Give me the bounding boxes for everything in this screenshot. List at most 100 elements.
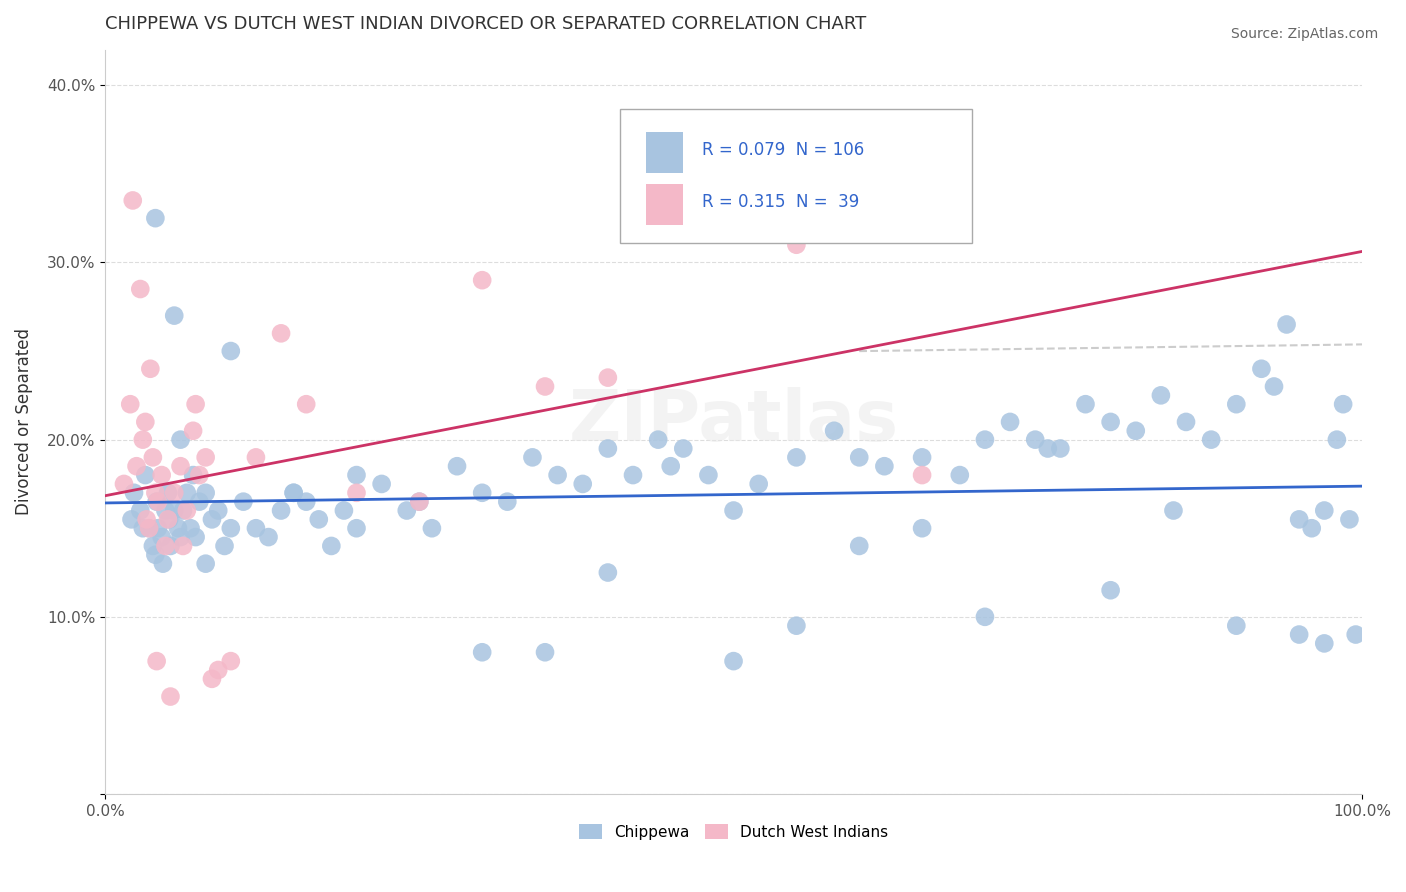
- Point: [697, 468, 720, 483]
- Point: [232, 494, 254, 508]
- Point: [145, 494, 167, 508]
- Point: [346, 485, 368, 500]
- Point: [1339, 512, 1361, 526]
- Point: [1099, 583, 1122, 598]
- Point: [181, 468, 204, 483]
- Point: [150, 530, 173, 544]
- Point: [155, 503, 177, 517]
- Point: [163, 503, 186, 517]
- Point: [785, 450, 807, 465]
- Point: [139, 361, 162, 376]
- Point: [188, 494, 211, 508]
- Point: [408, 494, 430, 508]
- Point: [155, 539, 177, 553]
- Point: [1313, 636, 1336, 650]
- Point: [219, 654, 242, 668]
- Point: [172, 539, 194, 553]
- Point: [1313, 503, 1336, 517]
- Point: [571, 477, 593, 491]
- Point: [169, 433, 191, 447]
- Point: [159, 539, 181, 553]
- Point: [748, 477, 770, 491]
- Point: [184, 397, 207, 411]
- Point: [496, 494, 519, 508]
- Point: [142, 539, 165, 553]
- Point: [184, 530, 207, 544]
- Point: [169, 530, 191, 544]
- Text: CHIPPEWA VS DUTCH WEST INDIAN DIVORCED OR SEPARATED CORRELATION CHART: CHIPPEWA VS DUTCH WEST INDIAN DIVORCED O…: [105, 15, 866, 33]
- Point: [1288, 627, 1310, 641]
- Point: [163, 309, 186, 323]
- Point: [283, 485, 305, 500]
- FancyBboxPatch shape: [620, 110, 973, 244]
- Point: [408, 494, 430, 508]
- Point: [534, 645, 557, 659]
- Point: [257, 530, 280, 544]
- Point: [129, 503, 152, 517]
- Point: [596, 442, 619, 456]
- Point: [547, 468, 569, 483]
- Point: [873, 459, 896, 474]
- Point: [1125, 424, 1147, 438]
- Point: [471, 273, 494, 287]
- Point: [370, 477, 392, 491]
- Point: [145, 211, 167, 226]
- Point: [974, 433, 997, 447]
- Point: [134, 468, 156, 483]
- Point: [180, 521, 202, 535]
- Point: [1049, 442, 1071, 456]
- Point: [295, 494, 318, 508]
- Point: [346, 521, 368, 535]
- Point: [1301, 521, 1323, 535]
- FancyBboxPatch shape: [645, 132, 683, 173]
- Point: [132, 433, 155, 447]
- Point: [1024, 433, 1046, 447]
- Point: [201, 672, 224, 686]
- Point: [1344, 627, 1367, 641]
- Point: [138, 521, 160, 535]
- Point: [1326, 433, 1348, 447]
- Point: [214, 539, 236, 553]
- Point: [1099, 415, 1122, 429]
- Point: [1275, 318, 1298, 332]
- Point: [471, 645, 494, 659]
- Point: [270, 503, 292, 517]
- Point: [138, 521, 160, 535]
- Point: [156, 512, 179, 526]
- Point: [112, 477, 135, 491]
- Point: [659, 459, 682, 474]
- Point: [596, 566, 619, 580]
- Point: [194, 450, 217, 465]
- Point: [135, 512, 157, 526]
- Point: [145, 654, 167, 668]
- Point: [1175, 415, 1198, 429]
- Point: [219, 344, 242, 359]
- Point: [157, 512, 180, 526]
- Point: [142, 450, 165, 465]
- Point: [172, 503, 194, 517]
- Text: Source: ZipAtlas.com: Source: ZipAtlas.com: [1230, 27, 1378, 41]
- Point: [129, 282, 152, 296]
- Point: [723, 654, 745, 668]
- Point: [534, 379, 557, 393]
- Legend: Chippewa, Dutch West Indians: Chippewa, Dutch West Indians: [572, 818, 894, 846]
- Point: [974, 610, 997, 624]
- Point: [121, 194, 143, 208]
- Point: [245, 450, 267, 465]
- Point: [156, 485, 179, 500]
- Point: [159, 690, 181, 704]
- Point: [194, 485, 217, 500]
- Point: [1163, 503, 1185, 517]
- Point: [911, 468, 934, 483]
- Point: [911, 450, 934, 465]
- Point: [949, 468, 972, 483]
- Point: [621, 468, 644, 483]
- Point: [785, 237, 807, 252]
- Point: [1225, 397, 1247, 411]
- FancyBboxPatch shape: [645, 184, 683, 225]
- Point: [1150, 388, 1173, 402]
- Point: [169, 459, 191, 474]
- Point: [522, 450, 544, 465]
- Point: [785, 618, 807, 632]
- Point: [194, 557, 217, 571]
